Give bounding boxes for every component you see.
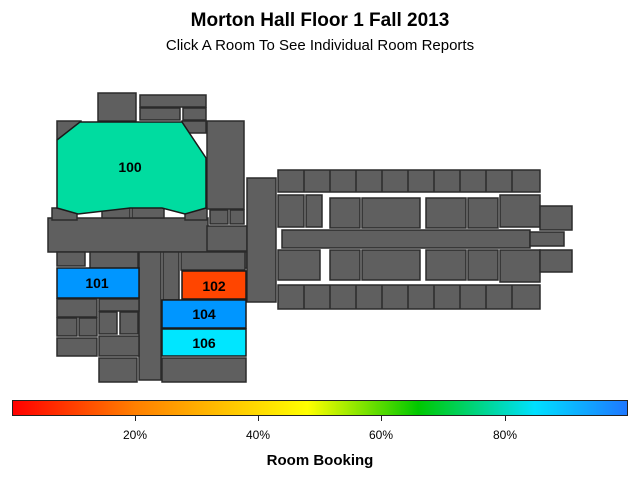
room-101-label: 101	[85, 275, 109, 291]
room-101[interactable]: 101	[56, 267, 140, 299]
tick-label: 20%	[122, 428, 148, 442]
tick-mark	[381, 416, 382, 421]
tick-label: 60%	[368, 428, 394, 442]
tick-mark	[258, 416, 259, 421]
map-subtitle: Click A Room To See Individual Room Repo…	[165, 37, 475, 54]
tick-label: 40%	[245, 428, 271, 442]
room-102-label: 102	[202, 278, 226, 294]
map-title: Morton Hall Floor 1 Fall 2013	[190, 10, 450, 31]
floor-plan: 100 101 102 104 106	[47, 92, 573, 383]
room-104[interactable]: 104	[161, 299, 247, 329]
room-106-label: 106	[192, 335, 216, 351]
tick-label: 80%	[492, 428, 518, 442]
building-footprint	[47, 92, 573, 383]
tick-mark	[505, 416, 506, 421]
room-102[interactable]: 102	[181, 270, 247, 300]
room-100-label: 100	[118, 159, 142, 175]
room-104-label: 104	[192, 306, 216, 322]
room-100[interactable]: 100	[56, 121, 207, 215]
tick-mark	[135, 416, 136, 421]
legend-title: Room Booking	[266, 452, 374, 469]
room-106[interactable]: 106	[161, 328, 247, 357]
color-scale-bar	[12, 400, 628, 416]
